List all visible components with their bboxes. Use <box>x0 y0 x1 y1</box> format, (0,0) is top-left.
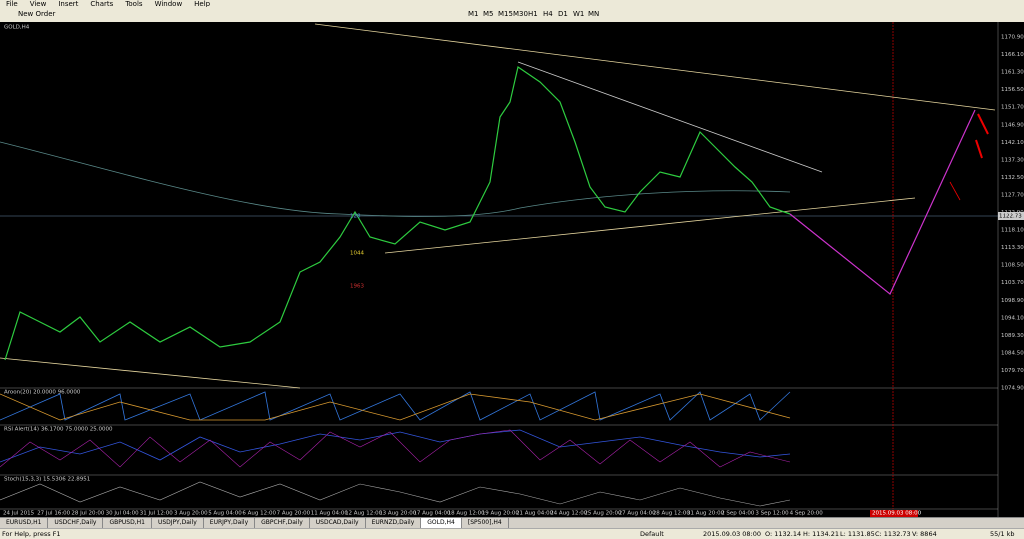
price-label: 1094.10 <box>1001 315 1024 321</box>
time-label: 3 Aug 20:00 <box>174 511 208 517</box>
time-label: 6 Aug 12:00 <box>242 511 276 517</box>
time-label: 30 Jul 04:00 <box>106 511 139 517</box>
time-label: 3 Sep 12:00 <box>755 511 789 517</box>
timeframe-button[interactable]: H1 <box>528 10 538 18</box>
status-field: H: 1134.21 <box>803 530 840 538</box>
price-label: 1170.90 <box>1001 35 1024 41</box>
time-label: 24 Aug 12:00 <box>550 511 588 517</box>
price-label: 1098.90 <box>1001 298 1024 304</box>
time-label: 7 Aug 20:00 <box>277 511 311 517</box>
price-label: 1122.90 <box>1001 210 1024 216</box>
chart-tab[interactable]: [SP500],H4 <box>462 518 509 528</box>
price-label: 1137.30 <box>1001 157 1024 163</box>
time-label: 5 Aug 04:00 <box>208 511 242 517</box>
price-label: 1127.70 <box>1001 192 1024 198</box>
status-field: C: 1132.73 <box>875 530 911 538</box>
timeframe-button[interactable]: D1 <box>558 10 568 18</box>
chart-tabs: EURUSD,H1 USDCHF,Daily GBPUSD,H1 USDJPY,Dai… <box>0 517 1024 529</box>
toolbar: New Order M1 M5 M15 M30 H1 H4 D1 W1 MN <box>0 7 1024 23</box>
status-field: 2015.09.03 08:00 <box>703 530 762 538</box>
chart-tab[interactable]: EURJPY,Daily <box>204 518 256 528</box>
time-label: 13 Aug 20:00 <box>379 511 417 517</box>
chart-tab[interactable]: GOLD,H4 <box>421 518 462 528</box>
time-label: 24 Jul 2015 <box>3 511 35 517</box>
status-field: 55/1 kb <box>990 530 1015 538</box>
price-label: 1084.50 <box>1001 350 1024 356</box>
time-label: 28 Jul 20:00 <box>71 511 104 517</box>
chart-tab[interactable]: USDJPY,Daily <box>152 518 204 528</box>
indicator-label: Aroon(20) 20.0000 96.0000 <box>4 390 81 396</box>
price-label: 1142.10 <box>1001 140 1024 146</box>
status-field: O: 1132.14 <box>765 530 802 538</box>
time-label: 18 Aug 12:00 <box>448 511 486 517</box>
time-label: 21 Aug 04:00 <box>516 511 554 517</box>
menu-item[interactable]: Window <box>154 0 183 8</box>
menu-item[interactable]: Help <box>194 0 211 8</box>
price-label: 1151.70 <box>1001 105 1024 111</box>
time-label: 27 Aug 04:00 <box>619 511 657 517</box>
timeframe-button[interactable]: MN <box>588 10 600 18</box>
status-field: Default <box>640 530 664 538</box>
chart-tab[interactable]: GBPCHF,Daily <box>255 518 310 528</box>
price-label: 1161.30 <box>1001 70 1024 76</box>
price-label: 1089.30 <box>1001 333 1024 339</box>
annotation: 1044 <box>350 251 364 257</box>
timeframe-button[interactable]: M15 <box>498 10 513 18</box>
status-field: L: 1131.85 <box>840 530 875 538</box>
menu-item[interactable]: View <box>29 0 47 8</box>
status-bar: For Help, press F1 Default 2015.09.03 08:0… <box>0 528 1024 539</box>
timeframe-button[interactable]: H4 <box>543 10 553 18</box>
symbol-label: GOLD,H4 <box>4 25 30 31</box>
time-label: 12 Aug 12:00 <box>345 511 383 517</box>
time-label: 2 Sep 04:00 <box>721 511 755 517</box>
price-label: 1108.50 <box>1001 263 1024 269</box>
chart-tab[interactable]: EURUSD,H1 <box>0 518 49 528</box>
price-label: 1118.10 <box>1001 228 1024 234</box>
price-label: 1079.70 <box>1001 368 1024 374</box>
indicator-label: RSI Alert(14) 36.1700 75.0000 25.0000 <box>4 427 113 433</box>
menu-bar: File View Insert Charts Tools Window Help <box>0 0 1024 8</box>
price-label: 1113.30 <box>1001 245 1024 251</box>
annotation: 1963 <box>350 284 364 290</box>
chart-tab[interactable]: USDCAD,Daily <box>310 518 366 528</box>
status-field: V: 8864 <box>912 530 937 538</box>
menu-item[interactable]: Charts <box>90 0 114 8</box>
chart-tab[interactable]: GBPUSD,H1 <box>103 518 152 528</box>
time-label: 17 Aug 04:00 <box>413 511 451 517</box>
cursor-time: 2015.09.03 08:00 <box>872 511 922 517</box>
chart-canvas: GOLD,H4 128 1044 1963 1122.73 2015.09.03… <box>0 22 1024 517</box>
new-order-button[interactable]: New Order <box>18 10 56 18</box>
time-label: 4 Sep 20:00 <box>790 511 824 517</box>
timeframe-button[interactable]: M5 <box>483 10 494 18</box>
time-label: 27 Jul 16:00 <box>37 511 70 517</box>
time-label: 31 Aug 20:00 <box>687 511 725 517</box>
time-label: 28 Aug 12:00 <box>653 511 691 517</box>
timeframe-button[interactable]: M30 <box>513 10 528 18</box>
status-field: For Help, press F1 <box>2 530 61 538</box>
timeframe-button[interactable]: W1 <box>573 10 585 18</box>
price-label: 1103.70 <box>1001 280 1024 286</box>
time-label: 31 Jul 12:00 <box>140 511 173 517</box>
current-price: 1122.73 <box>999 214 1022 220</box>
price-label: 1146.90 <box>1001 122 1024 128</box>
chart-tab[interactable]: USDCHF,Daily <box>48 518 104 528</box>
indicator-label: Stoch(15,3,3) 15.5306 22.8951 <box>4 477 90 483</box>
time-label: 25 Aug 20:00 <box>584 511 622 517</box>
price-label: 1132.50 <box>1001 175 1024 181</box>
price-label: 1156.50 <box>1001 87 1024 93</box>
timeframe-button[interactable]: M1 <box>468 10 479 18</box>
menu-item[interactable]: File <box>6 0 18 8</box>
price-label: 1166.10 <box>1001 52 1024 58</box>
menu-item[interactable]: Insert <box>58 0 79 8</box>
chart-window: GOLD,H4 128 1044 1963 1122.73 2015.09.03… <box>0 22 1024 517</box>
menu-item[interactable]: Tools <box>125 0 143 8</box>
chart-tab[interactable]: EURNZD,Daily <box>366 518 422 528</box>
price-label: 1074.90 <box>1001 386 1024 392</box>
time-label: 11 Aug 04:00 <box>311 511 349 517</box>
time-label: 19 Aug 20:00 <box>482 511 520 517</box>
annotation: 128 <box>350 214 361 220</box>
